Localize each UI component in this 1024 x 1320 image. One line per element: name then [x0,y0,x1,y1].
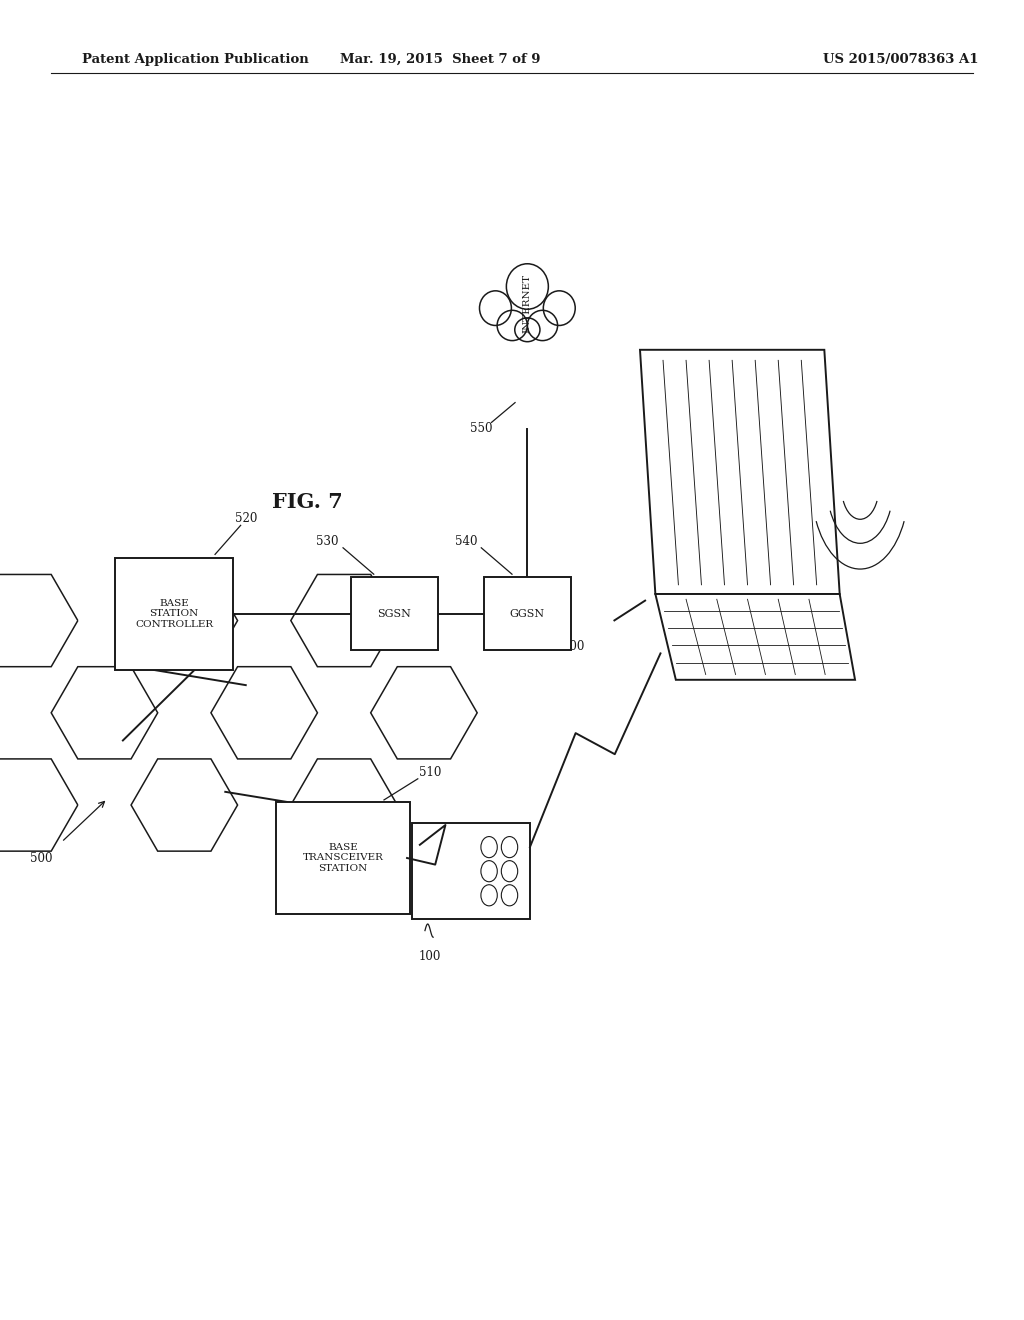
Text: 510: 510 [419,766,441,779]
Ellipse shape [506,264,549,309]
Ellipse shape [544,290,575,326]
Text: Mar. 19, 2015  Sheet 7 of 9: Mar. 19, 2015 Sheet 7 of 9 [340,53,541,66]
Polygon shape [640,350,840,594]
Text: 540: 540 [455,535,477,548]
Text: INTERNET: INTERNET [523,275,531,333]
Text: US 2015/0078363 A1: US 2015/0078363 A1 [823,53,979,66]
Text: 550: 550 [470,422,493,436]
Text: 520: 520 [234,512,257,525]
Text: Patent Application Publication: Patent Application Publication [82,53,308,66]
FancyBboxPatch shape [276,801,410,913]
Text: SGSN: SGSN [377,609,412,619]
FancyBboxPatch shape [116,557,233,671]
Text: 500: 500 [30,851,52,865]
FancyBboxPatch shape [412,824,530,919]
Ellipse shape [479,290,511,326]
Ellipse shape [497,310,527,341]
Ellipse shape [527,310,558,341]
Text: 530: 530 [316,535,339,548]
Text: GGSN: GGSN [510,609,545,619]
Polygon shape [655,594,855,680]
Ellipse shape [515,318,540,342]
Text: BASE
STATION
CONTROLLER: BASE STATION CONTROLLER [135,599,213,628]
Text: 200: 200 [562,640,585,653]
Text: FIG. 7: FIG. 7 [271,491,343,512]
FancyBboxPatch shape [484,577,571,649]
FancyBboxPatch shape [350,577,438,649]
Text: BASE
TRANSCEIVER
STATION: BASE TRANSCEIVER STATION [303,843,383,873]
Text: 100: 100 [419,950,441,964]
